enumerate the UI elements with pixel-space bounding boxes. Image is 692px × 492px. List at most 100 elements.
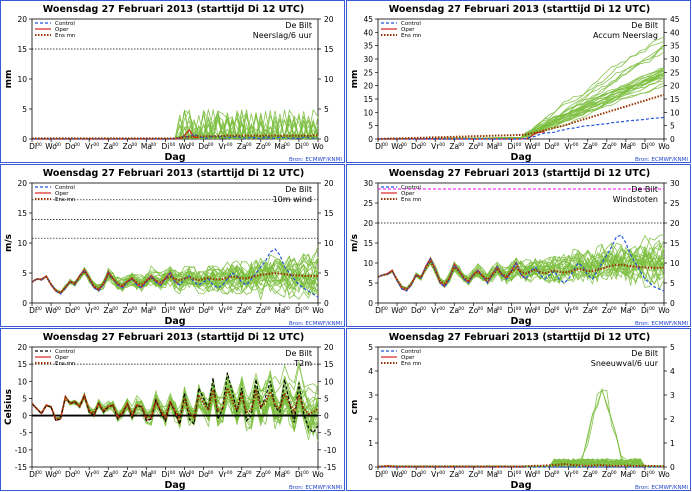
x-tick-label: Di [508, 470, 516, 479]
legend-label-oper: Oper [401, 355, 415, 361]
x-subtick-label: 00 [477, 470, 483, 476]
y-tick-label: 10 [363, 259, 373, 268]
x-tick-label: Di [375, 142, 383, 151]
y-tick-label: 1 [368, 439, 373, 448]
y-tick-label: 35 [363, 42, 373, 51]
legend-label-oper: Oper [401, 27, 415, 33]
x-tick-label: Za [583, 470, 593, 479]
x-tick-label: Wo [658, 306, 670, 315]
y-tick-label: 5 [22, 394, 27, 403]
y2-tick-label: 10 [670, 259, 680, 268]
x-tick-label: Ma [487, 142, 498, 151]
x-subtick-label: 00 [420, 142, 426, 148]
chart-svg-wind: Woensdag 27 Februari 2013 (starttijd Di … [4, 168, 342, 327]
x-axis-label: Dag [164, 316, 185, 327]
x-subtick-label: 00 [535, 142, 541, 148]
chart-panel-snow: Woensdag 27 Februari 2013 (starttijd Di … [346, 328, 691, 491]
x-subtick-label: 00 [592, 470, 598, 476]
y-tick-label: 5 [368, 122, 373, 131]
source-label: Bron: ECMWF/KNMI [289, 485, 342, 491]
x-subtick-label: 00 [382, 306, 388, 312]
x-subtick-label: 00 [246, 142, 252, 148]
x-tick-label: Do [198, 470, 209, 479]
y-tick-label: 15 [17, 209, 27, 218]
y-tick-label: 0 [22, 135, 27, 144]
chart-panel-t2m: Woensdag 27 Februari 2013 (starttijd Di … [0, 328, 345, 491]
x-tick-label: Ma [620, 142, 631, 151]
x-subtick-label: 00 [458, 470, 464, 476]
x-tick-label: Vr [431, 470, 440, 479]
ensemble-member-line [377, 251, 665, 291]
x-subtick-label: 00 [630, 306, 636, 312]
y2-tick-label: -10 [324, 446, 336, 455]
y-tick-label: 20 [17, 179, 27, 188]
x-tick-label: Ma [141, 470, 152, 479]
y-tick-label: 25 [363, 199, 373, 208]
ens-mean-series-line [377, 259, 664, 291]
x-tick-label: Di [295, 306, 303, 315]
legend-label-ens: Ens mn [55, 197, 76, 203]
source-label: Bron: ECMWF/KNMI [289, 157, 342, 163]
chart-svg-snow: Woensdag 27 Februari 2013 (starttijd Di … [350, 332, 688, 490]
x-tick-label: Di [641, 142, 649, 151]
y2-tick-label: 20 [324, 15, 334, 24]
x-tick-label: Di [641, 470, 649, 479]
x-tick-label: Di [508, 306, 516, 315]
x-subtick-label: 00 [401, 306, 407, 312]
y-tick-label: 20 [363, 219, 373, 228]
x-tick-label: Vr [565, 142, 574, 151]
x-subtick-label: 00 [303, 470, 309, 476]
x-tick-label: Za [237, 306, 247, 315]
x-subtick-label: 00 [611, 306, 617, 312]
ensemble-member-line [31, 378, 319, 425]
x-tick-label: Di [641, 306, 649, 315]
x-tick-label: Vr [219, 142, 228, 151]
location-label: De Bilt [285, 21, 312, 30]
y2-tick-label: 0 [670, 299, 675, 308]
y-tick-label: 30 [363, 55, 373, 64]
ens-mean-series-line [31, 384, 319, 421]
y-tick-label: 45 [363, 15, 373, 24]
x-subtick-label: 00 [131, 470, 137, 476]
legend-label-oper: Oper [55, 27, 69, 33]
chart-svg-accum: Woensdag 27 Februari 2013 (starttijd Di … [350, 4, 688, 163]
x-subtick-label: 00 [439, 470, 445, 476]
y-tick-label: -15 [15, 463, 27, 472]
x-tick-label: Wo [45, 142, 57, 151]
y-tick-label: 5 [22, 105, 27, 114]
plot-frame [377, 346, 665, 468]
x-subtick-label: 00 [265, 306, 271, 312]
x-subtick-label: 00 [611, 470, 617, 476]
y-tick-label: 10 [17, 75, 27, 84]
source-label: Bron: ECMWF/KNMI [635, 157, 688, 163]
legend-label-ens: Ens mn [401, 33, 422, 39]
x-subtick-label: 00 [151, 142, 157, 148]
x-tick-label: Vr [565, 306, 574, 315]
chart-svg-t2m: Woensdag 27 Februari 2013 (starttijd Di … [4, 332, 342, 491]
x-subtick-label: 00 [439, 142, 445, 148]
y2-tick-label: 15 [324, 45, 334, 54]
x-subtick-label: 00 [439, 306, 445, 312]
x-subtick-label: 00 [477, 306, 483, 312]
x-subtick-label: 00 [208, 470, 214, 476]
y2-tick-label: 30 [670, 179, 680, 188]
x-subtick-label: 00 [497, 470, 503, 476]
x-tick-label: Zo [122, 142, 132, 151]
y2-tick-label: 1 [670, 439, 675, 448]
x-subtick-label: 00 [573, 306, 579, 312]
x-axis-label: Dag [510, 152, 531, 163]
y2-tick-label: 0 [670, 135, 675, 144]
x-tick-label: Wo [312, 306, 324, 315]
location-label: De Bilt [631, 185, 658, 194]
y2-tick-label: -15 [324, 463, 336, 472]
x-tick-label: Zo [122, 470, 132, 479]
x-subtick-label: 00 [36, 306, 42, 312]
y2-tick-label: 5 [670, 343, 675, 352]
x-tick-label: Vr [219, 306, 228, 315]
y-tick-label: 20 [17, 15, 27, 24]
chart-subtitle: 10m wind [273, 195, 312, 204]
x-subtick-label: 00 [265, 142, 271, 148]
y2-tick-label: 10 [324, 75, 334, 84]
x-tick-label: Wo [179, 142, 191, 151]
x-subtick-label: 00 [74, 142, 80, 148]
